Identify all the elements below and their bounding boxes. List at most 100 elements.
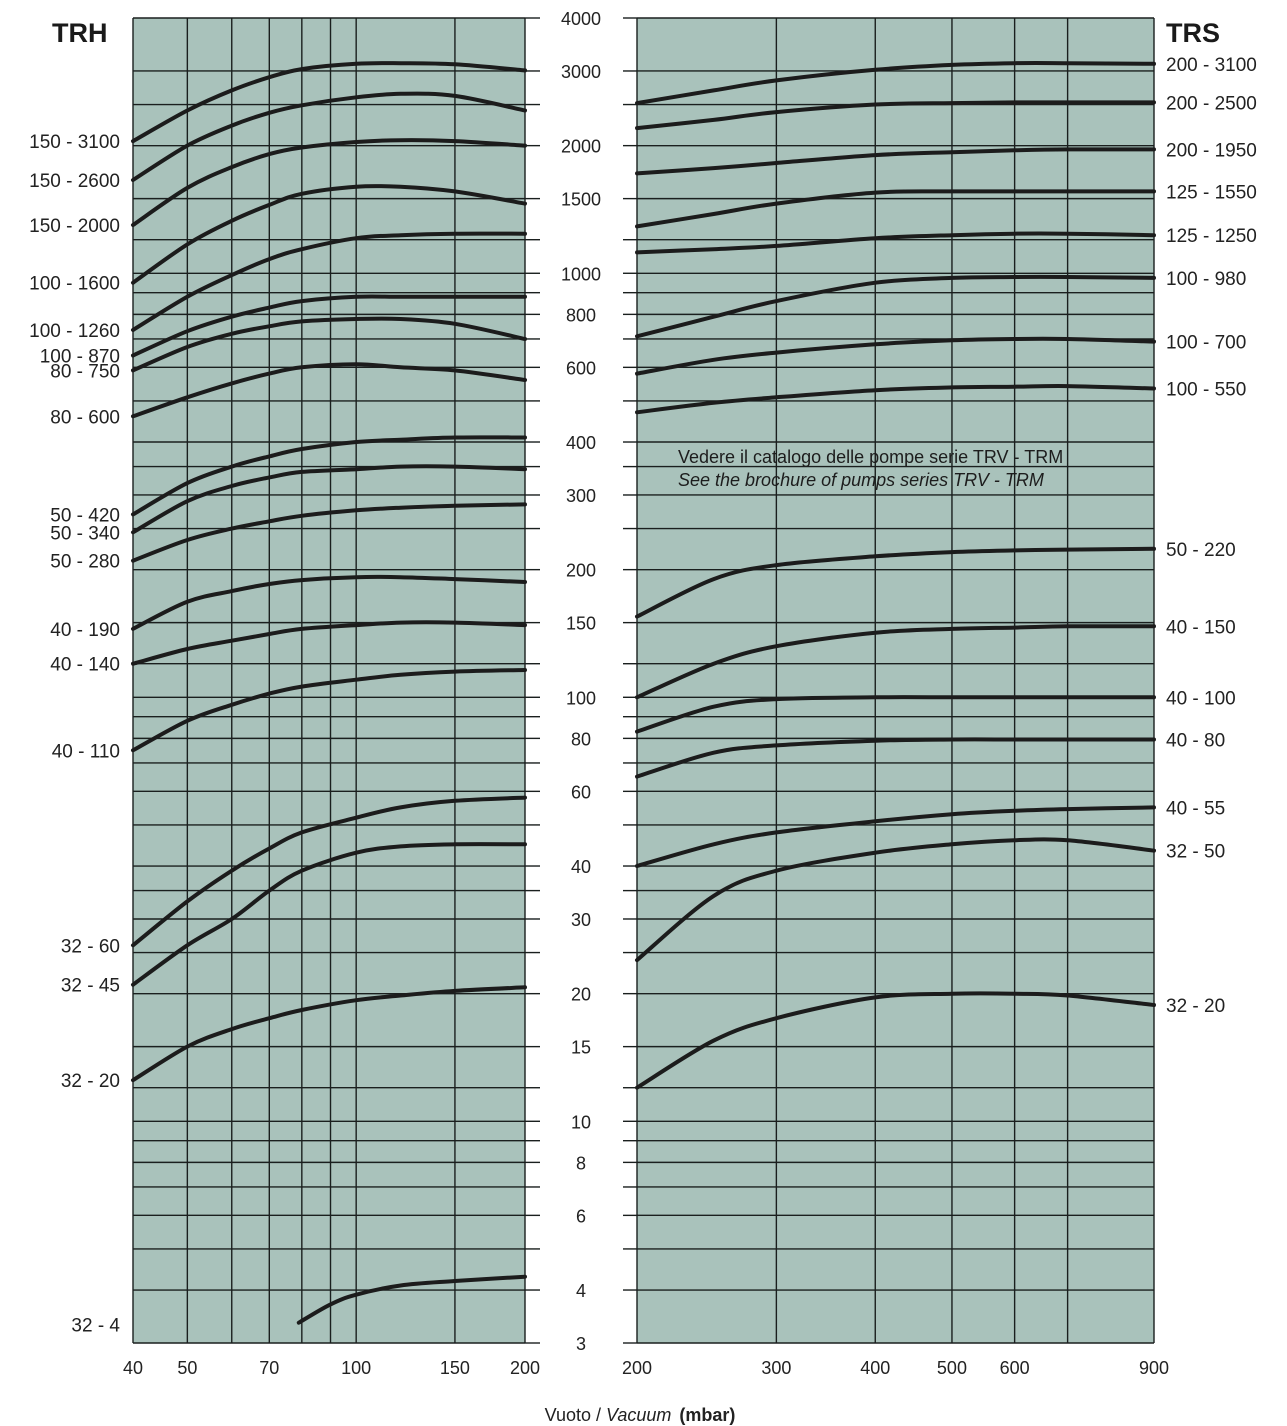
y-tick-label: 1000 bbox=[561, 264, 601, 284]
y-tick-label: 4000 bbox=[561, 9, 601, 29]
trh-x-tick-label: 200 bbox=[510, 1358, 540, 1378]
y-axis-center bbox=[525, 17, 637, 1344]
trs-series-label: 32 - 20 bbox=[1166, 996, 1225, 1017]
y-tick-label: 30 bbox=[571, 910, 591, 930]
trh-x-tick-label: 70 bbox=[259, 1358, 279, 1378]
y-tick-label: 600 bbox=[566, 358, 596, 378]
trh-panel bbox=[131, 17, 527, 1344]
trs-series-label: 40 - 150 bbox=[1166, 617, 1236, 638]
trs-curve-32-50 bbox=[635, 837, 1156, 963]
trh-x-tick-label: 150 bbox=[440, 1358, 470, 1378]
trh-curve-100-1260 bbox=[131, 231, 527, 332]
trh-series-label: 50 - 280 bbox=[50, 552, 120, 573]
trh-plot-area bbox=[133, 18, 525, 1343]
y-tick-label: 800 bbox=[566, 305, 596, 325]
trh-series-label: 50 - 420 bbox=[50, 505, 120, 526]
trh-curve-40-110 bbox=[131, 668, 527, 753]
trs-series-label: 100 - 980 bbox=[1166, 269, 1246, 290]
y-tick-label: 60 bbox=[571, 782, 591, 802]
trs-series-label: 125 - 1550 bbox=[1166, 182, 1257, 203]
trh-curve-150-2000 bbox=[131, 138, 527, 227]
y-tick-label: 150 bbox=[566, 614, 596, 634]
trs-series-label: 32 - 50 bbox=[1166, 842, 1225, 863]
trs-curve-125-1250 bbox=[635, 231, 1156, 255]
y-tick-label: 15 bbox=[571, 1038, 591, 1058]
y-tick-label: 40 bbox=[571, 857, 591, 877]
trs-series-label: 50 - 220 bbox=[1166, 540, 1236, 561]
note-line-1: Vedere il catalogo delle pompe serie TRV… bbox=[678, 447, 1063, 467]
trs-curve-40-55 bbox=[635, 805, 1156, 868]
trs-x-tick-label: 200 bbox=[622, 1358, 652, 1378]
trh-curve-40-190 bbox=[131, 574, 527, 631]
y-tick-label: 3 bbox=[576, 1334, 586, 1354]
trs-curve-40-100 bbox=[635, 695, 1156, 734]
trs-x-tick-label: 600 bbox=[1000, 1358, 1030, 1378]
trs-curve-100-980 bbox=[635, 274, 1156, 339]
trh-series-label: 40 - 140 bbox=[50, 655, 120, 676]
trh-curve-150-3100 bbox=[131, 61, 527, 144]
trs-curve-200-2500 bbox=[635, 100, 1156, 131]
trh-series-label: 80 - 750 bbox=[50, 361, 120, 382]
trs-x-tick-label: 400 bbox=[860, 1358, 890, 1378]
trs-curve-200-1950 bbox=[635, 147, 1156, 176]
y-tick-label: 4 bbox=[576, 1281, 586, 1301]
trs-panel bbox=[635, 17, 1156, 1344]
trs-curve-125-1550 bbox=[635, 189, 1156, 229]
x-axis-label-unit: (mbar) bbox=[679, 1405, 735, 1425]
y-tick-label: 2000 bbox=[561, 137, 601, 157]
x-axis-label-it: Vuoto / bbox=[545, 1405, 606, 1425]
trh-x-tick-label: 50 bbox=[177, 1358, 197, 1378]
trh-series-label: 100 - 870 bbox=[40, 346, 120, 367]
y-tick-label: 8 bbox=[576, 1153, 586, 1173]
trs-series-label: 100 - 550 bbox=[1166, 379, 1246, 400]
trs-curve-40-150 bbox=[635, 624, 1156, 700]
x-axis-label-en: Vacuum bbox=[606, 1405, 671, 1425]
trh-curve-150-2600 bbox=[131, 91, 527, 182]
trh-series-label: 80 - 600 bbox=[50, 407, 120, 428]
trh-series-label: 150 - 2600 bbox=[29, 171, 120, 192]
trs-curve-40-80 bbox=[635, 737, 1156, 779]
trs-series-label: 125 - 1250 bbox=[1166, 226, 1257, 247]
trh-x-tick-label: 40 bbox=[123, 1358, 143, 1378]
trs-title: TRS bbox=[1166, 18, 1220, 48]
y-tick-label: 200 bbox=[566, 561, 596, 581]
trs-x-tick-label: 500 bbox=[937, 1358, 967, 1378]
y-tick-label: 300 bbox=[566, 486, 596, 506]
y-tick-label: 400 bbox=[566, 433, 596, 453]
trs-series-label: 200 - 2500 bbox=[1166, 93, 1257, 114]
trh-series-label: 40 - 110 bbox=[52, 741, 120, 762]
trh-series-label: 32 - 4 bbox=[71, 1316, 120, 1337]
trh-curve-80-600 bbox=[131, 362, 527, 419]
trh-x-tick-label: 100 bbox=[341, 1358, 371, 1378]
trh-series-label: 40 - 190 bbox=[50, 620, 120, 641]
trh-series-label: 150 - 3100 bbox=[29, 132, 120, 153]
trs-x-tick-label: 900 bbox=[1139, 1358, 1169, 1378]
trh-series-label: 50 - 340 bbox=[50, 523, 120, 544]
trs-series-label: 40 - 55 bbox=[1166, 798, 1225, 819]
x-axis-label: Vuoto / Vacuum (mbar) bbox=[545, 1405, 736, 1425]
trs-plot-area bbox=[637, 18, 1154, 1343]
trs-series-label: 40 - 100 bbox=[1166, 688, 1236, 709]
trh-series-label: 32 - 60 bbox=[61, 936, 120, 957]
trh-curve-32-45 bbox=[131, 842, 527, 987]
trh-series-label: 150 - 2000 bbox=[29, 216, 120, 237]
trs-series-label: 200 - 3100 bbox=[1166, 55, 1257, 76]
trs-series-label: 40 - 80 bbox=[1166, 731, 1225, 752]
trh-curve-50-420 bbox=[131, 435, 527, 517]
trh-curve-100-1600 bbox=[131, 184, 527, 285]
trh-series-label: 100 - 1600 bbox=[29, 274, 120, 295]
trs-curve-32-20 bbox=[635, 991, 1156, 1090]
y-tick-label: 3000 bbox=[561, 62, 601, 82]
trh-curve-32-20 bbox=[131, 985, 527, 1083]
trs-series-label: 200 - 1950 bbox=[1166, 140, 1257, 161]
trs-curve-100-700 bbox=[635, 336, 1156, 376]
y-tick-label: 80 bbox=[571, 729, 591, 749]
trh-curve-80-750 bbox=[131, 316, 527, 373]
y-tick-label: 10 bbox=[571, 1112, 591, 1132]
trs-curve-50-220 bbox=[635, 546, 1156, 619]
trh-series-label: 100 - 1260 bbox=[29, 321, 120, 342]
trh-curve-32-4 bbox=[296, 1274, 527, 1325]
trs-curve-200-3100 bbox=[635, 61, 1156, 106]
